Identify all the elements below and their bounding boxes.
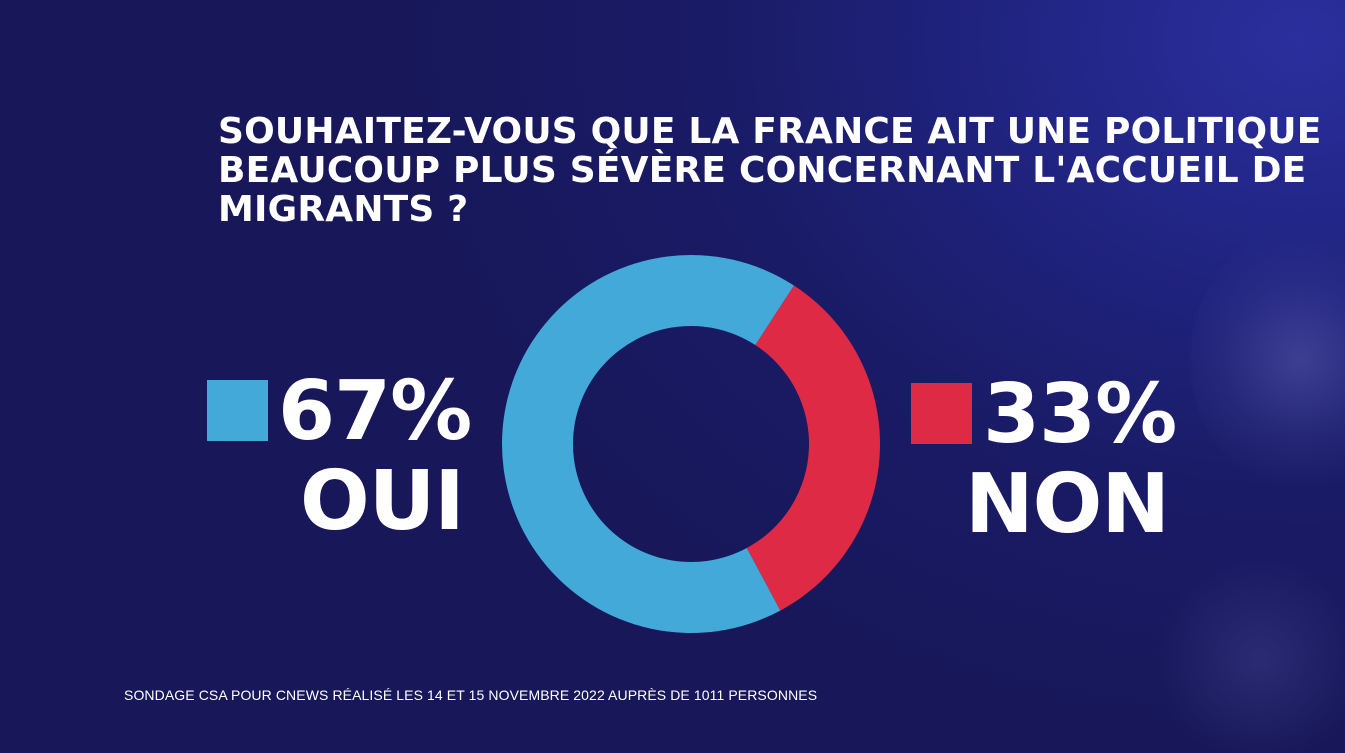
- background-glow-lower: [1150, 560, 1345, 753]
- donut-slice-oui: [502, 254, 794, 633]
- donut-slice-non: [746, 285, 880, 611]
- percentage-non: 33%: [983, 367, 1177, 462]
- percentage-oui: 67%: [278, 364, 472, 459]
- background-glow: [1190, 230, 1345, 490]
- legend-swatch-oui: [207, 380, 268, 441]
- donut-chart: [502, 254, 880, 633]
- answer-non: NON: [965, 457, 1170, 552]
- answer-oui: OUI: [300, 454, 465, 549]
- question-title: SOUHAITEZ-VOUS QUE LA FRANCE AIT UNE POL…: [218, 111, 1322, 230]
- legend-swatch-non: [911, 383, 972, 444]
- source-note: SONDAGE CSA POUR CNEWS RÉALISÉ LES 14 ET…: [124, 687, 818, 703]
